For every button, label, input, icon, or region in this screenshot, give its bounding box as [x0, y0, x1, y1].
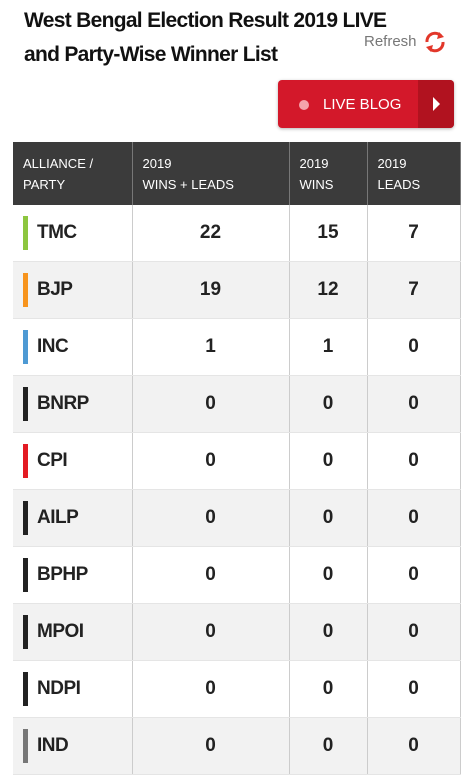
page-title: West Bengal Election Result 2019 LIVE an…: [24, 9, 387, 66]
party-cell: NDPI: [13, 660, 133, 718]
party-color-bar: [23, 444, 28, 478]
count-cell: 0: [289, 489, 368, 547]
count-cell: 0: [132, 489, 290, 547]
count-cell: 0: [367, 546, 461, 604]
party-name: BNRP: [37, 393, 89, 415]
refresh-link[interactable]: Refresh: [364, 33, 417, 50]
count-cell: 0: [289, 546, 368, 604]
party-name: BPHP: [37, 564, 88, 586]
count-cell: 22: [132, 205, 290, 262]
header-row: ALLIANCE / PARTY 2019 WINS + LEADS 2019 WINS 2…: [13, 142, 461, 205]
party-color-bar: [23, 729, 28, 763]
live-dot: [299, 100, 309, 110]
party-name: TMC: [37, 222, 77, 244]
party-color-bar: [23, 672, 28, 706]
party-row: BNRP 0 0 0: [13, 375, 461, 433]
party-name: IND: [37, 735, 69, 757]
count-cell: 0: [367, 717, 461, 775]
party-row: TMC 22 15 7: [13, 205, 461, 262]
party-name: NDPI: [37, 678, 81, 700]
party-cell: IND: [13, 717, 133, 775]
count-cell: 0: [132, 660, 290, 718]
party-name: CPI: [37, 450, 68, 472]
count-cell: 0: [367, 489, 461, 547]
count-cell: 1: [132, 318, 290, 376]
header-line: 2019: [299, 155, 329, 171]
header-line: 2019: [377, 155, 407, 171]
party-color-bar: [23, 615, 28, 649]
party-name: AILP: [37, 507, 79, 529]
party-row: NDPI 0 0 0: [13, 660, 461, 718]
count-cell: 0: [132, 375, 290, 433]
count-cell: 12: [289, 261, 368, 319]
count-cell: 0: [289, 375, 368, 433]
party-cell: MPOI: [13, 603, 133, 661]
party-row: CPI 0 0 0: [13, 432, 461, 490]
count-cell: 0: [367, 432, 461, 490]
party-color-bar: [23, 216, 28, 250]
party-row: IND 0 0 0: [13, 717, 461, 775]
count-cell: 0: [289, 432, 368, 490]
column-header: 2019 WINS + LEADS: [132, 142, 290, 205]
count-cell: 0: [132, 717, 290, 775]
table-body: TMC 22 15 7 BJP 19 12 7 INC 1 1 0 BNRP 0 0 0 CPI 0 0 0 AILP 0…: [13, 205, 461, 775]
header-line: ALLIANCE /: [23, 155, 94, 171]
count-cell: 19: [132, 261, 290, 319]
party-row: BPHP 0 0 0: [13, 546, 461, 604]
arrow-icon: [433, 97, 440, 111]
count-cell: 0: [289, 660, 368, 718]
party-cell: TMC: [13, 205, 133, 262]
refresh-icon[interactable]: [423, 31, 447, 53]
party-cell: INC: [13, 318, 133, 376]
count-cell: 0: [367, 660, 461, 718]
count-cell: 0: [132, 546, 290, 604]
party-name: INC: [37, 336, 69, 358]
count-cell: 0: [289, 717, 368, 775]
count-cell: 15: [289, 205, 368, 262]
count-cell: 0: [367, 375, 461, 433]
header-line: LEADS: [377, 176, 421, 192]
live-blog-button[interactable]: LIVE BLOG: [278, 80, 454, 128]
count-cell: 0: [367, 318, 461, 376]
party-color-bar: [23, 558, 28, 592]
party-color-bar: [23, 387, 28, 421]
party-cell: BNRP: [13, 375, 133, 433]
count-cell: 0: [289, 603, 368, 661]
party-row: INC 1 1 0: [13, 318, 461, 376]
count-cell: 1: [289, 318, 368, 376]
header-line: 2019: [142, 155, 172, 171]
header-line: PARTY: [23, 176, 66, 192]
party-cell: BPHP: [13, 546, 133, 604]
party-row: AILP 0 0 0: [13, 489, 461, 547]
live-label: LIVE BLOG: [323, 96, 402, 113]
count-cell: 7: [367, 261, 461, 319]
column-header: ALLIANCE / PARTY: [13, 142, 133, 205]
count-cell: 0: [367, 603, 461, 661]
party-cell: AILP: [13, 489, 133, 547]
column-header: 2019 LEADS: [367, 142, 461, 205]
party-row: BJP 19 12 7: [13, 261, 461, 319]
arrow: [418, 80, 454, 128]
page: West Bengal Election Result 2019 LIVE an…: [13, 9, 461, 775]
results-table: ALLIANCE / PARTY 2019 WINS + LEADS 2019 WINS 2…: [13, 142, 461, 775]
party-color-bar: [23, 501, 28, 535]
party-name: BJP: [37, 279, 73, 301]
party-name: MPOI: [37, 621, 84, 643]
party-cell: BJP: [13, 261, 133, 319]
header-line: WINS + LEADS: [142, 176, 234, 192]
header-line: WINS: [299, 176, 334, 192]
count-cell: 0: [132, 603, 290, 661]
count-cell: 7: [367, 205, 461, 262]
column-header: 2019 WINS: [289, 142, 368, 205]
party-row: MPOI 0 0 0: [13, 603, 461, 661]
party-color-bar: [23, 330, 28, 364]
party-color-bar: [23, 273, 28, 307]
party-cell: CPI: [13, 432, 133, 490]
count-cell: 0: [132, 432, 290, 490]
